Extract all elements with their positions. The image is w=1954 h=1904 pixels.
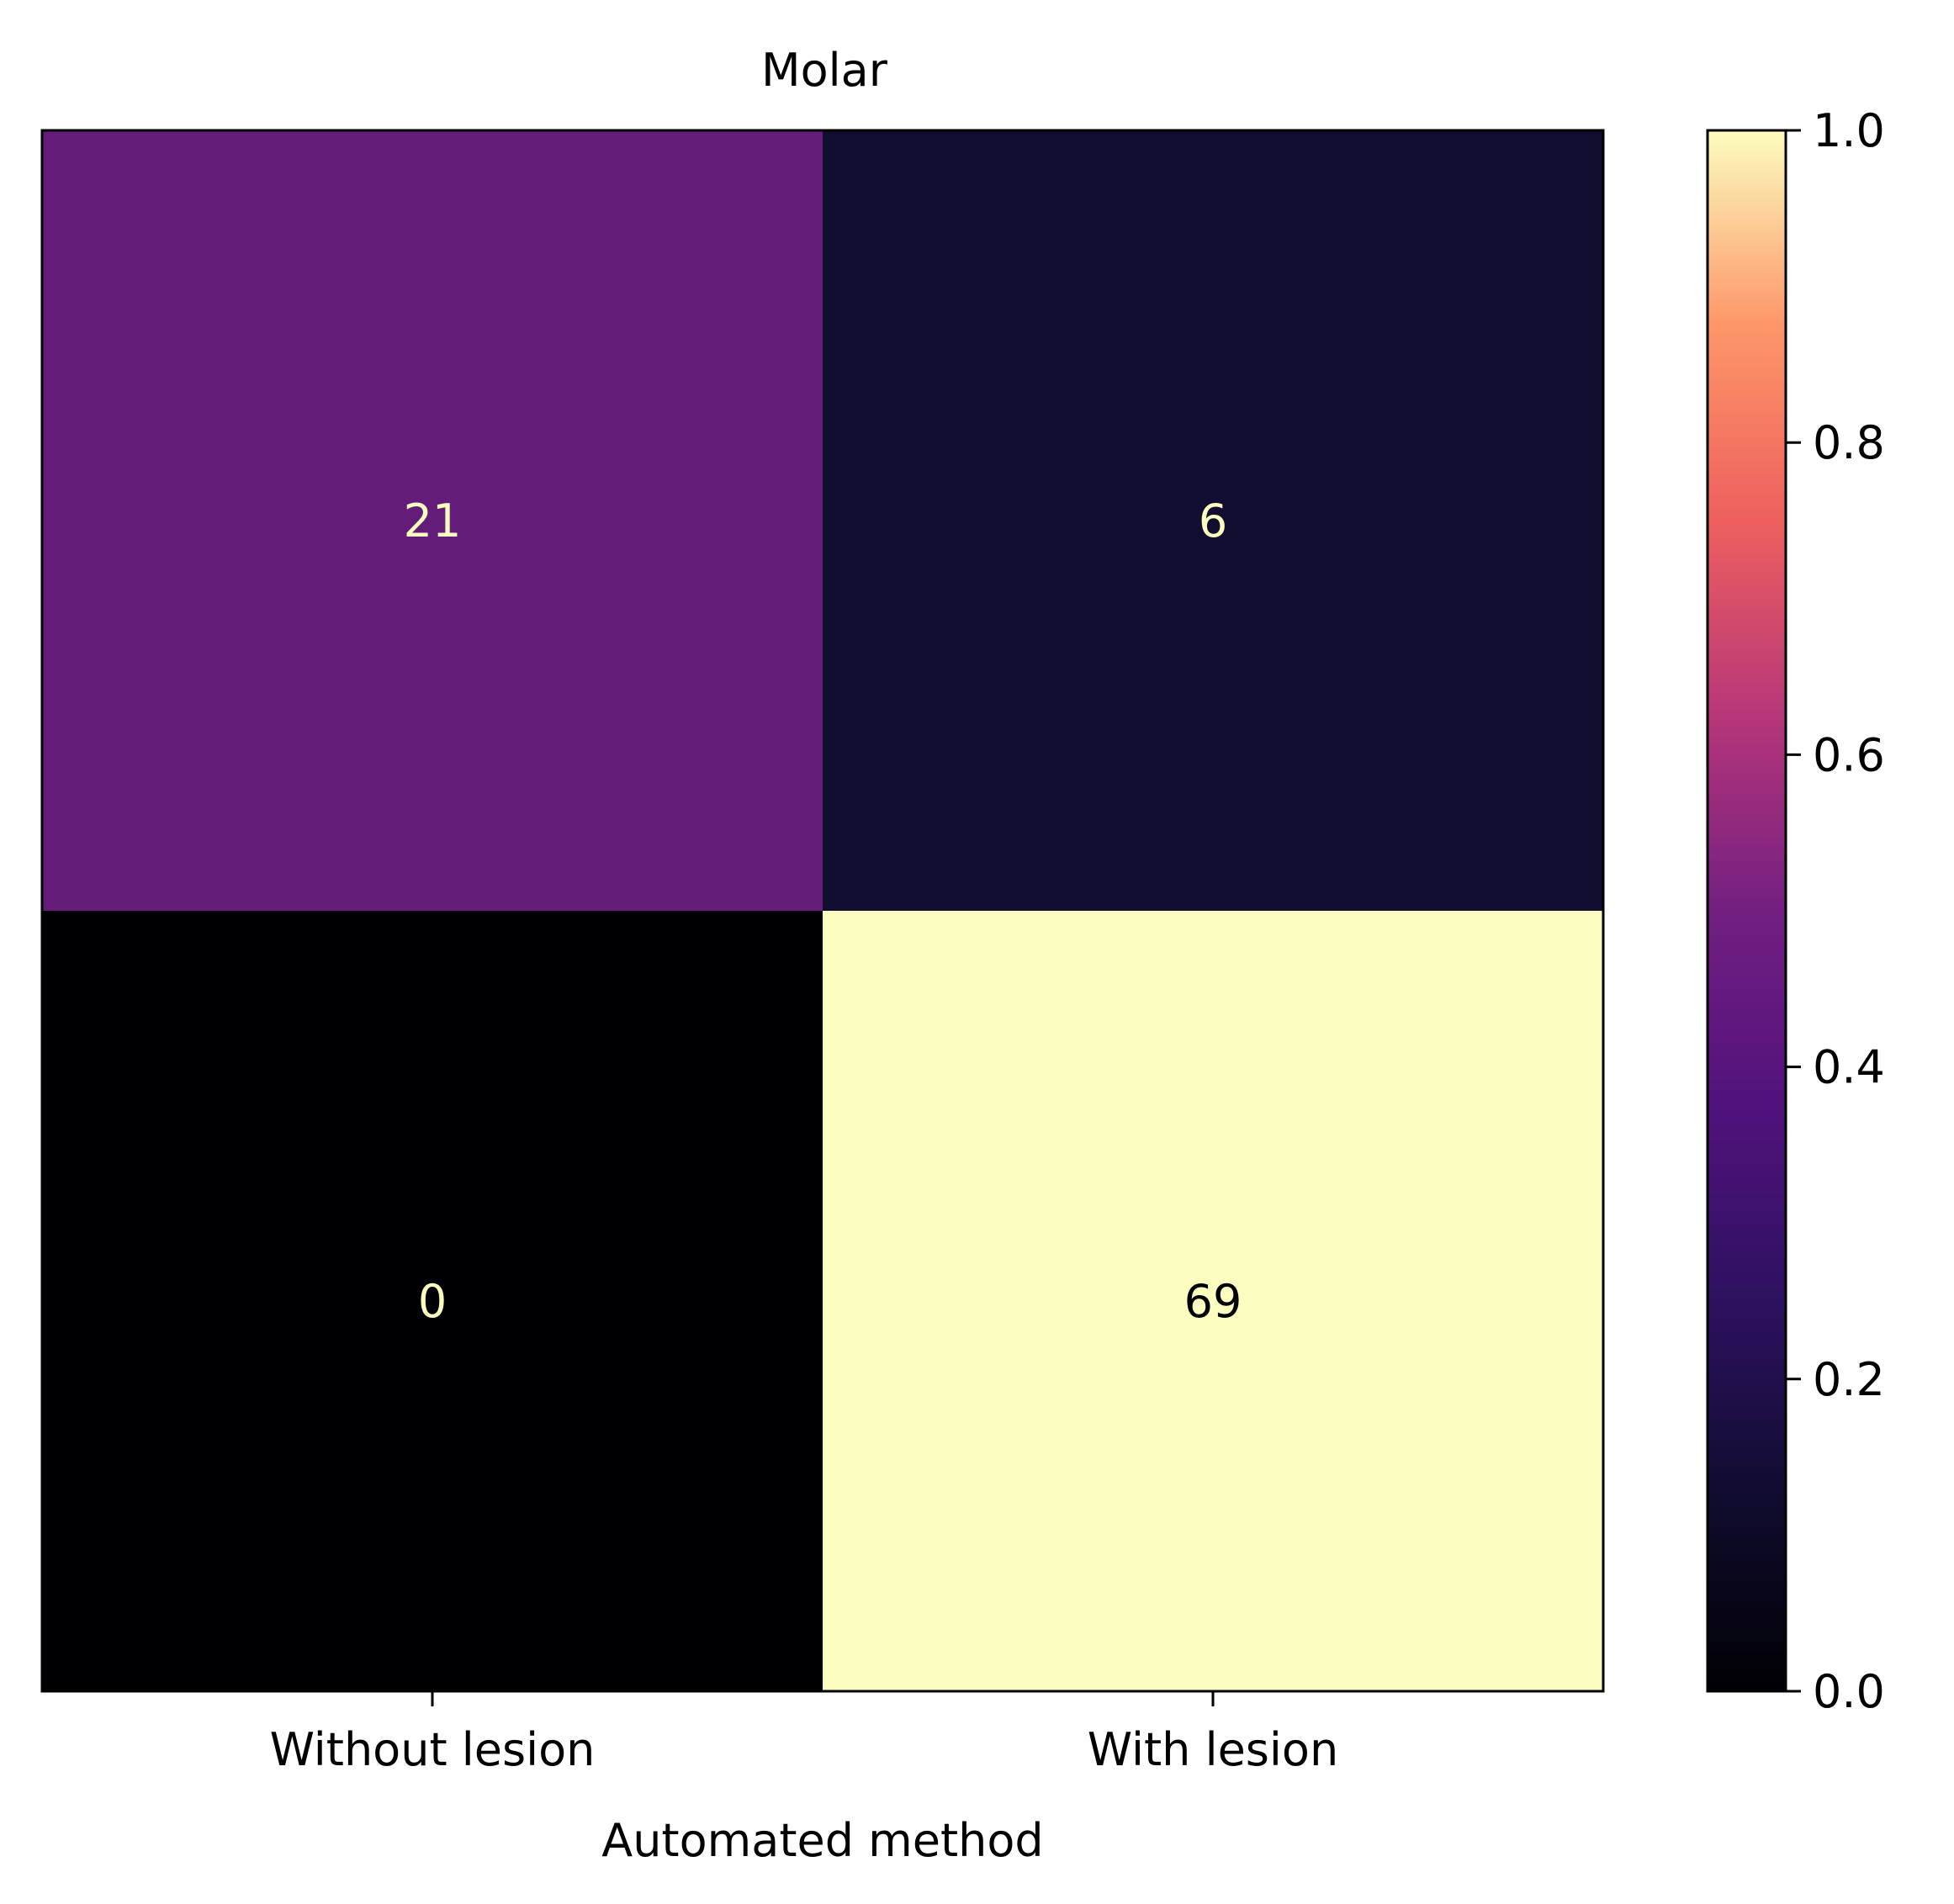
cell-value-label: 0 <box>418 1275 447 1328</box>
heatmap-cell <box>42 130 823 911</box>
colorbar-tick-label: 0.6 <box>1813 728 1885 781</box>
colorbar-tick-label: 0.4 <box>1813 1041 1885 1094</box>
colorbar-ticks: 0.0 0.2 0.4 0.6 0.8 1.0 <box>1786 104 1885 1718</box>
cell-value-label: 6 <box>1199 495 1227 547</box>
cell-value-label: 21 <box>404 495 462 547</box>
colorbar-tick-label: 0.8 <box>1813 416 1885 469</box>
plot-frame <box>40 129 1605 1693</box>
colorbar-tick-label: 0.0 <box>1813 1665 1885 1718</box>
heatmap-cells <box>42 130 1603 1691</box>
x-tick-label: Without lesion <box>270 1723 596 1776</box>
heatmap-cell-labels: 21 6 0 69 <box>404 495 1242 1328</box>
colorbar <box>1706 129 1787 1693</box>
heatmap-cell <box>823 911 1603 1691</box>
cell-value-label: 69 <box>1184 1275 1242 1328</box>
x-axis-ticks: Without lesion With lesion <box>270 1691 1338 1776</box>
x-axis-label: Automated method <box>601 1814 1043 1867</box>
colorbar-tick-label: 1.0 <box>1813 104 1885 157</box>
chart-title: Molar <box>761 44 888 97</box>
heatmap-cell <box>42 911 823 1691</box>
x-tick-label: With lesion <box>1088 1723 1338 1776</box>
colorbar-tick-label: 0.2 <box>1813 1353 1885 1406</box>
heatmap-cell <box>823 130 1603 911</box>
